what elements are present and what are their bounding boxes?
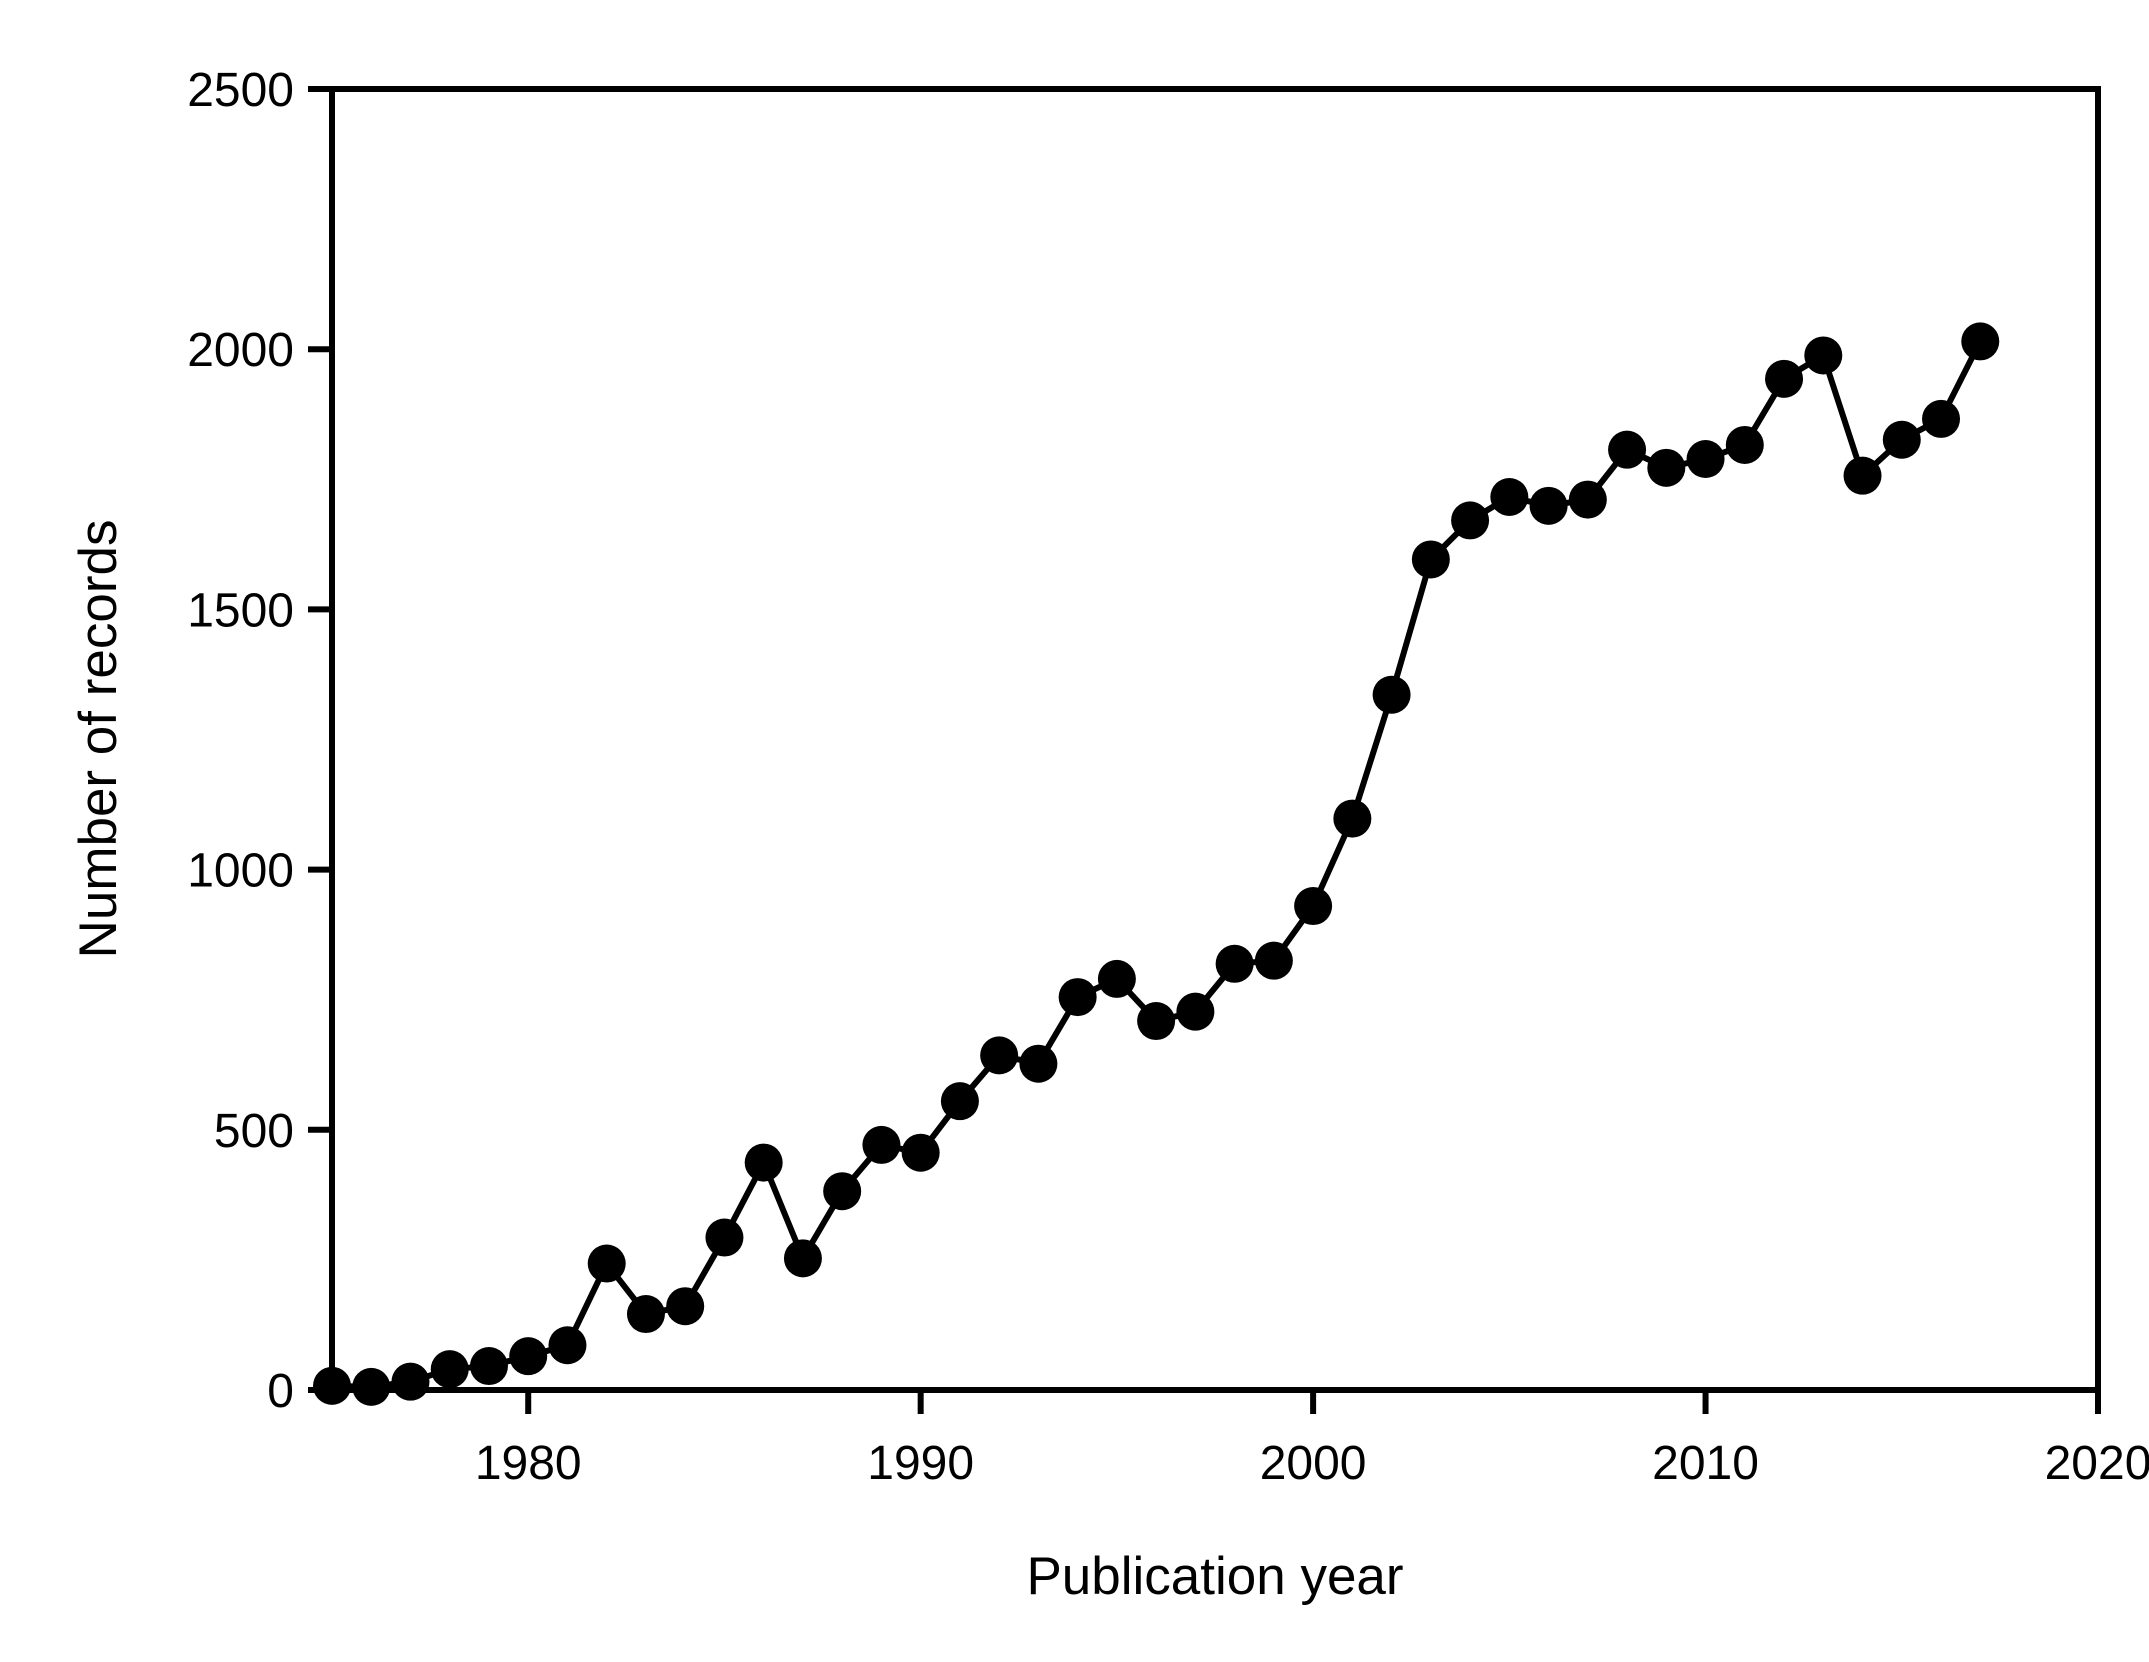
data-point: [1451, 501, 1490, 540]
data-point: [1097, 959, 1136, 998]
y-tick-label: 2000: [187, 324, 294, 377]
data-point: [1647, 448, 1686, 487]
data-point: [587, 1244, 626, 1283]
plot-frame: [329, 86, 2101, 1393]
data-point: [1254, 941, 1293, 980]
x-tick-label: 1980: [475, 1437, 582, 1490]
data-point: [1333, 799, 1372, 838]
data-point: [1137, 1002, 1176, 1041]
data-point: [1529, 486, 1568, 525]
axis-ticks: 1980 1990 2000 2010 2020 0 500 1000 1500 2000 2500: [187, 64, 2149, 1490]
x-tick-label: 2010: [1652, 1437, 1759, 1490]
y-tick-label: 500: [214, 1105, 294, 1158]
data-point: [1019, 1044, 1058, 1083]
data-point: [1686, 440, 1725, 479]
data-point: [430, 1350, 469, 1389]
data-point: [783, 1239, 822, 1278]
records-by-year-chart: 1980 1990 2000 2010 2020 0 500 1000 1500 2000 2500…: [40, 16, 2149, 1646]
data-point: [940, 1082, 979, 1121]
data-point: [1372, 675, 1411, 714]
x-tick-label: 1990: [867, 1437, 974, 1490]
data-point: [744, 1143, 783, 1182]
data-point: [352, 1367, 391, 1406]
data-point: [391, 1362, 430, 1401]
y-tick-label: 0: [267, 1365, 294, 1418]
data-point: [469, 1347, 508, 1386]
y-tick-label: 2500: [187, 64, 294, 117]
y-tick-label: 1000: [187, 845, 294, 898]
x-tick-label: 2020: [2045, 1437, 2149, 1490]
data-point: [1961, 322, 2000, 361]
data-point: [626, 1295, 665, 1334]
x-tick-label: 2000: [1260, 1437, 1367, 1490]
x-axis-label: Publication year: [1026, 1547, 1403, 1606]
data-point: [901, 1133, 940, 1172]
data-point: [1922, 399, 1961, 438]
data-point: [313, 1366, 351, 1405]
y-axis-label: Number of records: [69, 520, 128, 959]
plot-box: [329, 86, 2101, 1393]
data-point: [1725, 425, 1764, 464]
data-point: [1608, 430, 1647, 469]
data-point: [548, 1326, 587, 1365]
data-point: [509, 1337, 548, 1376]
data-point: [1215, 944, 1254, 983]
data-point: [705, 1218, 744, 1257]
data-point: [1058, 978, 1097, 1017]
data-series: [313, 322, 2000, 1406]
data-point: [980, 1036, 1019, 1075]
data-point: [1490, 477, 1529, 516]
data-point: [1176, 992, 1215, 1031]
data-point: [1882, 420, 1921, 459]
series-line: [331, 340, 1983, 1390]
data-point: [823, 1172, 862, 1211]
data-point: [1804, 336, 1843, 375]
data-point: [862, 1125, 901, 1164]
y-tick-label: 1500: [187, 584, 294, 637]
data-point: [1411, 540, 1450, 579]
chart-canvas: 1980 1990 2000 2010 2020 0 500 1000 1500 2000 2500…: [69, 64, 2149, 1606]
data-point: [1843, 456, 1882, 495]
data-point: [1294, 887, 1333, 926]
data-point: [1765, 359, 1804, 398]
data-point: [666, 1287, 705, 1326]
data-point: [1568, 480, 1607, 519]
